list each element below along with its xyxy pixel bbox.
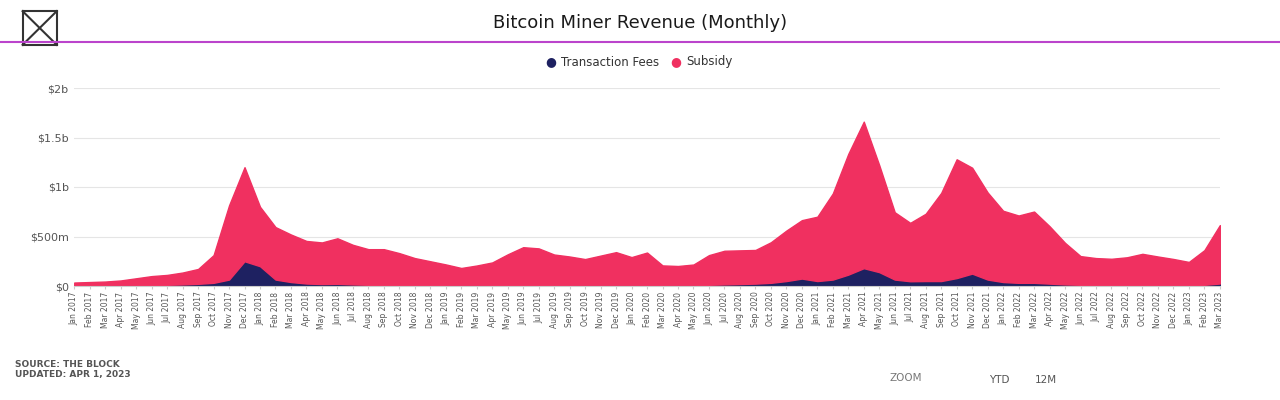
Text: 12M: 12M (1034, 375, 1057, 385)
Text: SOURCE: THE BLOCK
UPDATED: APR 1, 2023: SOURCE: THE BLOCK UPDATED: APR 1, 2023 (15, 360, 131, 379)
Text: Bitcoin Miner Revenue (Monthly): Bitcoin Miner Revenue (Monthly) (493, 14, 787, 32)
Text: ZOOM: ZOOM (890, 373, 922, 383)
Text: Transaction Fees: Transaction Fees (561, 56, 659, 68)
Text: Subsidy: Subsidy (686, 56, 732, 68)
Text: ●: ● (545, 56, 556, 68)
Text: YTD: YTD (989, 375, 1010, 385)
Text: ALL: ALL (943, 375, 964, 385)
Text: ●: ● (671, 56, 681, 68)
